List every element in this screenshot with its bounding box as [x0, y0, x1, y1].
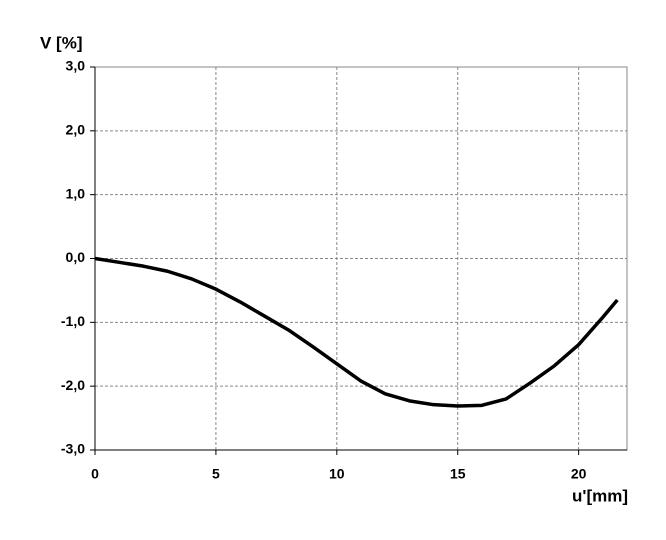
y-tick-label: -3,0 [61, 441, 85, 457]
y-tick-label: -1,0 [61, 313, 85, 329]
y-tick-label: 2,0 [66, 122, 86, 138]
x-tick-label: 5 [212, 466, 220, 482]
x-tick-label: 20 [571, 466, 587, 482]
x-tick-label: 0 [91, 466, 99, 482]
x-axis-title: u'[mm] [572, 486, 628, 505]
y-tick-label: -2,0 [61, 377, 85, 393]
y-tick-label: 0,0 [66, 249, 86, 265]
y-axis-title: V [%] [40, 33, 83, 52]
x-tick-label: 15 [450, 466, 466, 482]
y-tick-label: 1,0 [66, 185, 86, 201]
data-line [94, 256, 619, 408]
x-tick-label: 10 [329, 466, 345, 482]
y-tick-label: 3,0 [66, 58, 86, 74]
